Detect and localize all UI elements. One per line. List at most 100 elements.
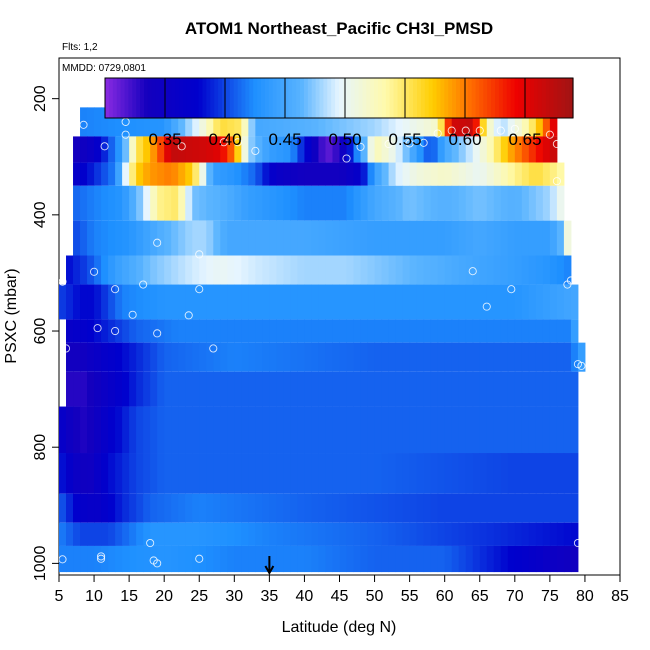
heatmap-cell bbox=[346, 136, 355, 163]
heatmap-cell bbox=[164, 342, 172, 372]
heatmap-cell bbox=[108, 136, 116, 163]
heatmap-cell bbox=[402, 522, 411, 546]
heatmap-cell bbox=[311, 453, 319, 494]
colorbar-swatch bbox=[495, 78, 500, 118]
heatmap-cell bbox=[451, 255, 460, 285]
heatmap-cell bbox=[353, 371, 362, 407]
colorbar-swatch bbox=[237, 78, 243, 118]
heatmap-cell bbox=[451, 453, 460, 494]
heatmap-cell bbox=[535, 406, 544, 454]
heatmap-cell bbox=[87, 136, 95, 163]
heatmap-cell bbox=[542, 136, 551, 163]
heatmap-cell bbox=[192, 255, 200, 285]
sample-point bbox=[563, 280, 572, 289]
heatmap-cell bbox=[115, 220, 123, 256]
heatmap-cell bbox=[465, 162, 474, 186]
heatmap-cell bbox=[178, 453, 186, 494]
heatmap-cell bbox=[115, 162, 123, 186]
heatmap-cell bbox=[80, 284, 88, 320]
heatmap-cell bbox=[87, 185, 95, 221]
colorbar-swatch bbox=[370, 78, 375, 118]
colorbar-swatch bbox=[268, 78, 274, 118]
x-tick-label: 25 bbox=[190, 588, 208, 605]
heatmap-cell bbox=[325, 371, 333, 407]
heatmap-cell bbox=[451, 342, 460, 372]
heatmap-cell bbox=[556, 406, 565, 454]
heatmap-cell bbox=[129, 107, 137, 137]
heatmap-cell bbox=[311, 284, 319, 320]
heatmap-cell bbox=[157, 255, 165, 285]
heatmap-cell bbox=[521, 342, 530, 372]
heatmap-cell bbox=[430, 255, 439, 285]
heatmap-cell bbox=[416, 284, 425, 320]
heatmap-cell bbox=[283, 185, 291, 221]
heatmap-cell bbox=[115, 522, 123, 546]
heatmap-cell bbox=[570, 319, 579, 343]
colorbar-swatch bbox=[432, 78, 438, 118]
heatmap-cell bbox=[409, 522, 418, 546]
heatmap-cell bbox=[507, 185, 516, 221]
heatmap-cell bbox=[402, 255, 411, 285]
heatmap-cell bbox=[157, 136, 165, 163]
heatmap-cell bbox=[388, 342, 397, 372]
heatmap-cell bbox=[514, 162, 523, 186]
heatmap-cell bbox=[360, 406, 369, 454]
heatmap-cell bbox=[220, 371, 228, 407]
heatmap-cell bbox=[556, 545, 565, 573]
heatmap-cell bbox=[423, 522, 432, 546]
heatmap-cell bbox=[311, 107, 319, 137]
heatmap-cell bbox=[136, 493, 144, 523]
heatmap-cell bbox=[374, 107, 383, 137]
x-tick-label: 65 bbox=[471, 588, 489, 605]
heatmap-cell bbox=[164, 371, 172, 407]
heatmap-cell bbox=[129, 545, 137, 573]
heatmap-cell bbox=[255, 220, 263, 256]
heatmap-cell bbox=[234, 319, 242, 343]
heatmap-cell bbox=[276, 453, 284, 494]
heatmap-cell bbox=[206, 136, 214, 163]
heatmap-cell bbox=[479, 220, 488, 256]
colorbar-swatch bbox=[194, 78, 200, 118]
heatmap-cell bbox=[374, 255, 383, 285]
heatmap-cell bbox=[248, 371, 256, 407]
heatmap-cell bbox=[150, 493, 158, 523]
heatmap-cell bbox=[451, 545, 460, 573]
heatmap-cell bbox=[87, 453, 95, 494]
heatmap-cell bbox=[402, 545, 411, 573]
heatmap-cell bbox=[101, 522, 109, 546]
heatmap-cell bbox=[227, 522, 235, 546]
heatmap-cell bbox=[332, 493, 340, 523]
heatmap-cell bbox=[353, 493, 362, 523]
heatmap-cell bbox=[220, 255, 228, 285]
heatmap-cell bbox=[150, 220, 158, 256]
heatmap-cell bbox=[66, 371, 74, 407]
heatmap-cell bbox=[332, 319, 340, 343]
colorbar-swatch bbox=[506, 78, 512, 118]
heatmap-cell bbox=[556, 319, 565, 343]
x-axis-label: Latitude (deg N) bbox=[282, 619, 397, 636]
heatmap-cell bbox=[416, 220, 425, 256]
sample-point bbox=[184, 311, 193, 320]
heatmap-cell bbox=[318, 185, 326, 221]
heatmap-cell bbox=[66, 319, 74, 343]
heatmap-cell bbox=[486, 406, 495, 454]
heatmap-cell bbox=[528, 255, 537, 285]
heatmap-cell bbox=[73, 136, 81, 163]
heatmap-cell bbox=[255, 107, 263, 137]
heatmap-cell bbox=[402, 342, 411, 372]
heatmap-cell bbox=[542, 522, 551, 546]
heatmap-cell bbox=[444, 284, 453, 320]
heatmap-cell bbox=[381, 493, 390, 523]
heatmap-cell bbox=[136, 342, 144, 372]
heatmap-cell bbox=[458, 136, 467, 163]
colorbar-swatch bbox=[420, 78, 426, 118]
heatmap-cell bbox=[556, 371, 565, 407]
heatmap-cell bbox=[171, 453, 179, 494]
colorbar-swatch bbox=[257, 78, 262, 118]
heatmap-cell bbox=[241, 319, 249, 343]
heatmap-cell bbox=[73, 371, 81, 407]
heatmap-cell bbox=[164, 185, 172, 221]
heatmap-cell bbox=[521, 371, 530, 407]
heatmap-cell bbox=[402, 185, 411, 221]
heatmap-cell bbox=[325, 255, 333, 285]
